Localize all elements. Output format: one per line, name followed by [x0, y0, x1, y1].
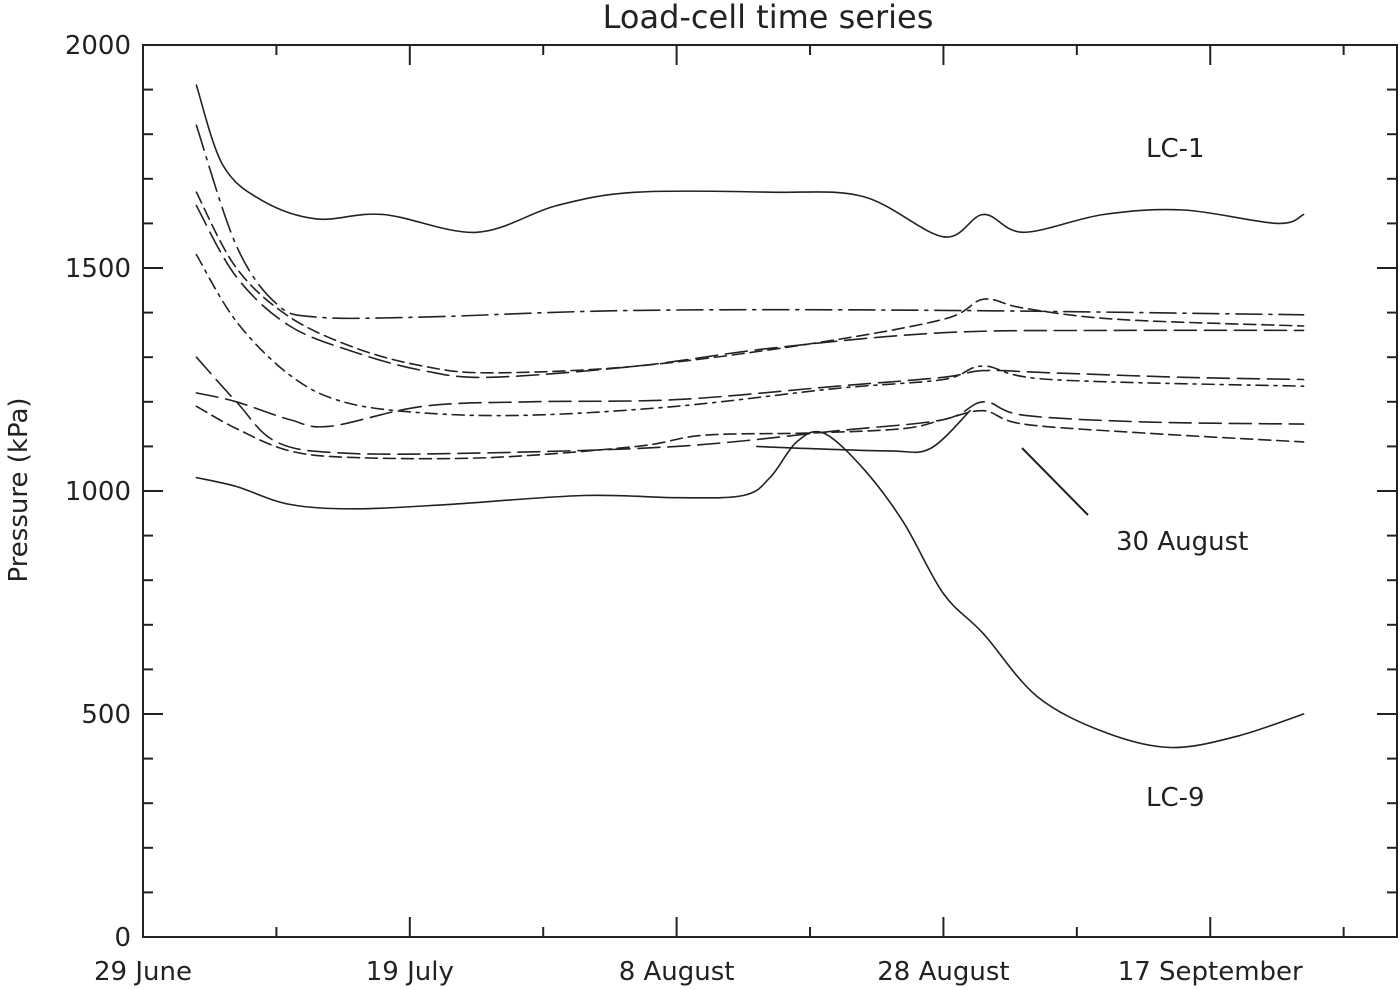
y-tick-label: 1500	[65, 254, 131, 284]
annotations: LC-1 30 August LC-9	[1021, 134, 1248, 813]
series-line-2	[195, 124, 1305, 320]
series-line-4	[195, 204, 1305, 379]
annotation-lc9: LC-9	[1146, 783, 1205, 813]
x-tick-label: 29 June	[94, 957, 192, 987]
x-tick-label: 17 September	[1118, 957, 1303, 987]
y-tick-label: 0	[114, 923, 131, 953]
y-tick-label: 1000	[65, 477, 131, 507]
y-tick-label: 2000	[65, 31, 131, 61]
x-tick-label: 19 July	[366, 957, 454, 987]
series-line-3	[195, 191, 1305, 374]
series-group	[195, 84, 1305, 749]
series-line-5	[195, 253, 1305, 417]
x-tick-label: 28 August	[877, 957, 1009, 987]
annotation-30-august: 30 August	[1116, 527, 1248, 557]
series-line-7	[195, 356, 1305, 455]
series-line-9	[755, 409, 971, 454]
series-line-8	[195, 405, 1305, 460]
series-line-lc-9	[195, 430, 1305, 749]
x-ticks: 29 June 19 July 8 August 28 August 17 Septem…	[94, 45, 1345, 987]
y-tick-label: 500	[81, 700, 131, 730]
y-axis-label: Pressure (kPa)	[4, 397, 34, 582]
series-line-6	[195, 369, 1305, 428]
plot-frame	[142, 44, 1398, 938]
annotation-lc1: LC-1	[1146, 134, 1205, 164]
y-ticks: 0 500 1000 1500 2000	[65, 31, 1397, 953]
annotation-pointer-line	[1021, 447, 1089, 516]
series-line-lc-1	[195, 84, 1305, 238]
x-tick-label: 8 August	[619, 957, 735, 987]
chart-title: Load-cell time series	[603, 0, 934, 36]
